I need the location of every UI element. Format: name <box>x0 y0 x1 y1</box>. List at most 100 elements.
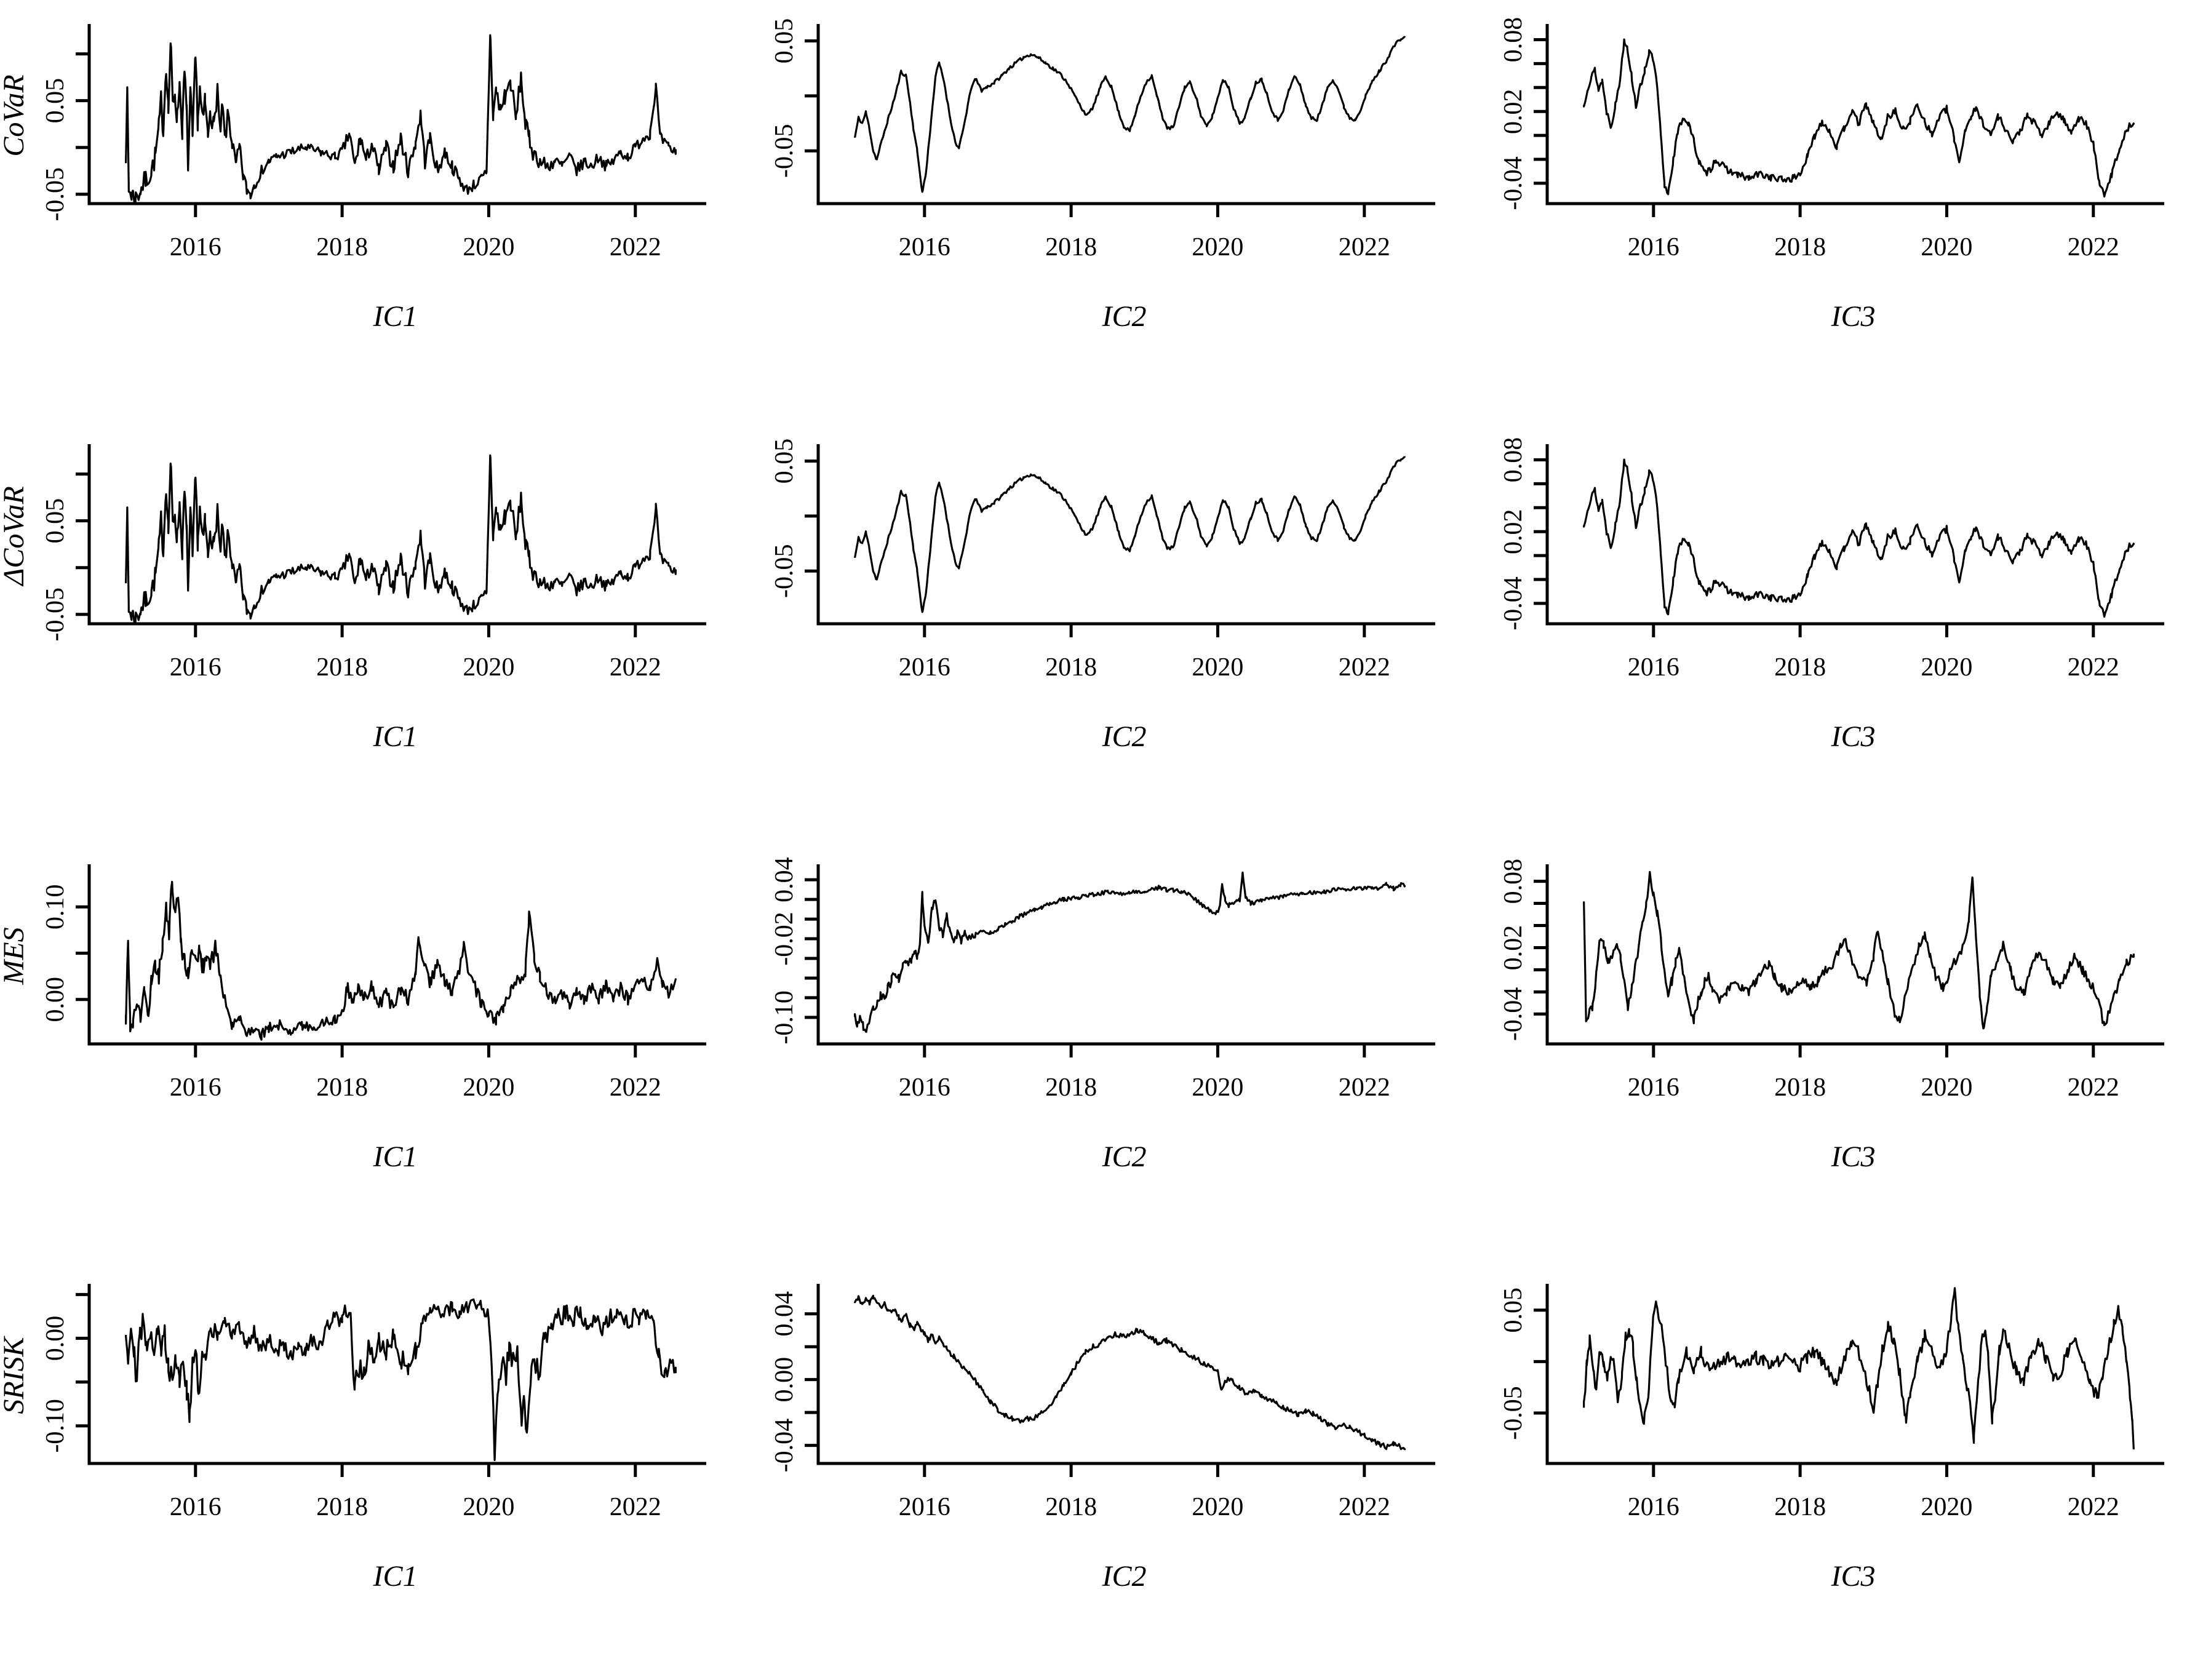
series-line <box>125 454 677 625</box>
series-line <box>1583 870 2135 1029</box>
series-line <box>854 35 1406 193</box>
series-line <box>854 455 1406 613</box>
y-tick-label: 0.04 <box>770 857 799 902</box>
plot-srisk-ic2: 0.04 0.00 -0.04 2016 2018 2020 2022 IC2 <box>770 1284 1435 1593</box>
y-tick-label: 0.08 <box>1499 17 1528 63</box>
x-tick-label: 2018 <box>1045 233 1097 261</box>
x-tick-label: 2022 <box>2068 653 2119 682</box>
x-axis-title: IC2 <box>1102 720 1147 753</box>
x-tick-label: 2016 <box>1628 653 1679 682</box>
x-tick-label: 2020 <box>463 233 514 261</box>
plot-mes-ic2: 0.04 -0.02 -0.10 2016 2018 2020 2022 IC2 <box>770 857 1435 1173</box>
x-axis-title: IC3 <box>1831 720 1876 753</box>
x-tick-label: 2016 <box>1628 233 1679 261</box>
x-tick-label: 2022 <box>1339 1073 1390 1102</box>
y-tick-label: 0.02 <box>1499 925 1528 970</box>
x-tick-label: 2022 <box>610 1493 661 1521</box>
x-axis-title: IC1 <box>373 300 418 333</box>
x-tick-label: 2020 <box>463 1073 514 1102</box>
plot-mes-ic3: 0.08 0.02 -0.04 2016 2018 2020 2022 IC3 <box>1499 858 2164 1173</box>
x-axis-title: IC3 <box>1831 1560 1876 1593</box>
plot-covar-ic2: 0.05 -0.05 2016 2018 2020 2022 IC2 <box>770 18 1435 333</box>
x-tick-label: 2016 <box>899 653 950 682</box>
y-tick-label: 0.05 <box>770 18 799 64</box>
x-tick-label: 2018 <box>316 233 368 261</box>
series-line <box>1583 38 2135 198</box>
series-line <box>854 1294 1406 1451</box>
y-tick-label: 0.02 <box>1499 509 1528 554</box>
plot-mes-ic1: 0.10 0.00 2016 2018 2020 2022 MES IC1 <box>0 864 706 1173</box>
x-tick-label: 2018 <box>316 1493 368 1521</box>
x-tick-label: 2022 <box>1339 653 1390 682</box>
y-tick-label: -0.05 <box>770 544 799 598</box>
panel-mes-ic1: 0.10 0.00 2016 2018 2020 2022 MES IC1 <box>0 840 729 1260</box>
x-axis-title: IC2 <box>1102 1560 1147 1593</box>
x-tick-label: 2018 <box>316 1073 368 1102</box>
x-axis-title: IC3 <box>1831 1141 1876 1173</box>
x-tick-label: 2020 <box>1921 1073 1972 1102</box>
x-tick-label: 2018 <box>1045 653 1097 682</box>
x-tick-label: 2016 <box>170 1073 221 1102</box>
panel-srisk-ic2: 0.04 0.00 -0.04 2016 2018 2020 2022 IC2 <box>729 1260 1458 1680</box>
plot-delta-covar-ic2: 0.05 -0.05 2016 2018 2020 2022 IC2 <box>770 438 1435 753</box>
x-tick-label: 2018 <box>316 653 368 682</box>
panel-covar-ic2: 0.05 -0.05 2016 2018 2020 2022 IC2 <box>729 0 1458 420</box>
x-tick-label: 2020 <box>1192 233 1243 261</box>
x-tick-label: 2020 <box>463 1493 514 1521</box>
series-line <box>125 1298 677 1462</box>
x-tick-label: 2022 <box>610 233 661 261</box>
y-tick-label: 0.05 <box>41 78 70 124</box>
panel-mes-ic2: 0.04 -0.02 -0.10 2016 2018 2020 2022 IC2 <box>729 840 1458 1260</box>
plot-covar-ic3: 0.08 0.02 -0.04 2016 2018 2020 2022 IC3 <box>1499 17 2164 333</box>
y-axis-title: MES <box>0 927 30 985</box>
x-tick-label: 2016 <box>1628 1073 1679 1102</box>
x-tick-label: 2022 <box>2068 1073 2119 1102</box>
series-line <box>1583 458 2135 618</box>
y-tick-label: -0.04 <box>770 1419 799 1473</box>
y-axis-title: SRISK <box>0 1336 30 1414</box>
panel-delta-covar-ic2: 0.05 -0.05 2016 2018 2020 2022 IC2 <box>729 420 1458 840</box>
x-tick-label: 2018 <box>1045 1073 1097 1102</box>
x-tick-label: 2018 <box>1774 653 1826 682</box>
panel-srisk-ic3: 0.05 -0.05 2016 2018 2020 2022 IC3 <box>1458 1260 2187 1680</box>
x-tick-label: 2022 <box>1339 1493 1390 1521</box>
y-tick-label: 0.05 <box>1499 1288 1528 1333</box>
panel-srisk-ic1: 0.00 -0.10 2016 2018 2020 2022 SRISK IC1 <box>0 1260 729 1680</box>
x-tick-label: 2020 <box>1921 1493 1972 1521</box>
x-tick-label: 2016 <box>899 1073 950 1102</box>
panel-covar-ic3: 0.08 0.02 -0.04 2016 2018 2020 2022 IC3 <box>1458 0 2187 420</box>
series-line <box>854 871 1406 1033</box>
y-tick-label: 0.10 <box>41 884 70 930</box>
y-tick-label: -0.02 <box>770 912 799 966</box>
series-line <box>1583 1287 2135 1450</box>
x-tick-label: 2016 <box>170 1493 221 1521</box>
x-axis-title: IC1 <box>373 1560 418 1593</box>
x-axis-title: IC1 <box>373 1141 418 1173</box>
y-tick-label: -0.05 <box>41 167 70 221</box>
x-tick-label: 2020 <box>1192 1493 1243 1521</box>
y-tick-label: 0.05 <box>41 498 70 544</box>
y-tick-label: 0.05 <box>770 438 799 484</box>
y-tick-label: 0.08 <box>1499 437 1528 482</box>
y-tick-label: -0.10 <box>770 990 799 1045</box>
y-tick-label: -0.10 <box>41 1399 70 1453</box>
y-tick-label: -0.05 <box>1499 1387 1528 1441</box>
x-tick-label: 2020 <box>1192 1073 1243 1102</box>
series-line <box>125 34 677 205</box>
y-tick-label: 0.04 <box>770 1291 799 1337</box>
x-tick-label: 2020 <box>1921 233 1972 261</box>
x-tick-label: 2022 <box>1339 233 1390 261</box>
y-axis-title: ΔCoVaR <box>0 486 30 587</box>
plot-covar-ic1: 0.05 -0.05 2016 2018 2020 2022 CoVaR IC1 <box>0 24 706 333</box>
y-tick-label: 0.00 <box>41 1316 70 1361</box>
x-tick-label: 2016 <box>899 1493 950 1521</box>
y-tick-label: 0.00 <box>41 976 70 1022</box>
series-line <box>125 880 677 1041</box>
y-tick-label: 0.00 <box>770 1357 799 1403</box>
x-tick-label: 2018 <box>1045 1493 1097 1521</box>
x-tick-label: 2016 <box>170 653 221 682</box>
x-tick-label: 2022 <box>610 1073 661 1102</box>
y-axis-title: CoVaR <box>0 74 30 156</box>
x-axis-title: IC3 <box>1831 300 1876 333</box>
